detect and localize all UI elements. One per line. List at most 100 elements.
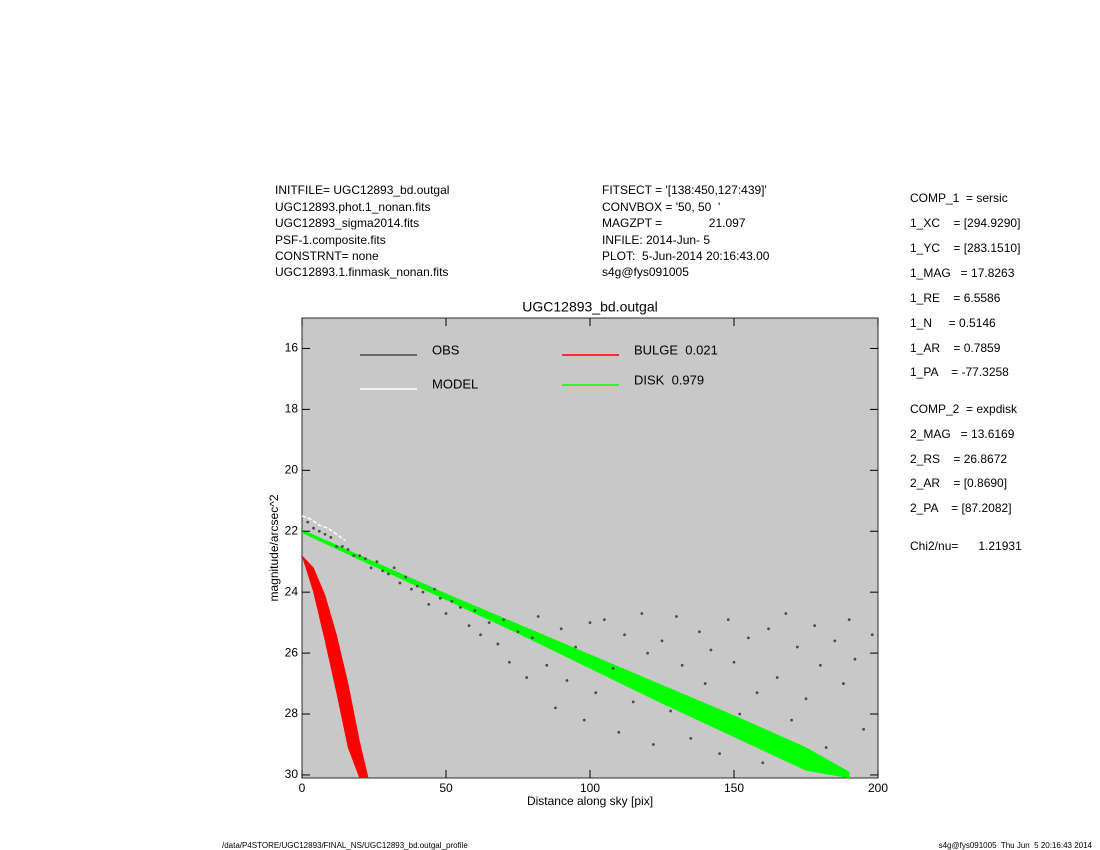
obs-point (813, 624, 817, 628)
plot-area (301, 317, 879, 779)
obs-point (651, 743, 655, 746)
obs-point (582, 718, 586, 722)
obs-point (646, 651, 649, 655)
legend-label: DISK 0.979 (634, 372, 704, 387)
obs-point (738, 712, 742, 716)
obs-point (755, 691, 759, 695)
obs-point (732, 660, 736, 664)
obs-point (410, 587, 413, 591)
fit-parameter: 1_N = 0.5146 (910, 316, 996, 330)
obs-point (565, 679, 569, 682)
model-line (302, 515, 346, 541)
obs-point (611, 666, 615, 670)
info-left: UGC12893.phot.1_nonan.fits (275, 200, 430, 214)
obs-point (588, 621, 592, 625)
obs-point (545, 663, 549, 667)
obs-point (853, 657, 857, 661)
obs-point (669, 709, 673, 713)
obs-point (559, 627, 563, 631)
obs-point (525, 676, 529, 679)
info-middle: MAGZPT = 21.097 (602, 216, 746, 230)
obs-point (363, 557, 367, 561)
fit-parameter: Chi2/nu= 1.21931 (910, 539, 1022, 553)
obs-point (689, 736, 693, 740)
obs-point (747, 636, 750, 640)
obs-point (323, 532, 327, 536)
obs-point (824, 746, 828, 749)
obs-point (387, 572, 390, 576)
obs-point (312, 526, 315, 530)
fit-parameter: 2_RS = 26.8672 (910, 452, 1007, 466)
y-tick-label: 28 (285, 706, 299, 720)
obs-point (795, 645, 799, 649)
obs-point (340, 545, 344, 548)
info-left: INITFILE= UGC12893_bd.outgal (275, 183, 449, 197)
model-band (302, 555, 369, 778)
info-left: UGC12893.1.finmask_nonan.fits (275, 265, 448, 279)
fit-parameter: 1_MAG = 17.8263 (910, 266, 1015, 280)
obs-point (862, 727, 865, 731)
fit-parameter: 1_YC = [283.1510] (910, 241, 1020, 255)
info-middle: CONVBOX = '50, 50 ' (602, 200, 720, 214)
obs-point (375, 560, 379, 564)
y-tick-label: 30 (285, 767, 299, 781)
y-tick-label: 26 (285, 645, 299, 659)
obs-point (784, 612, 788, 615)
fit-parameter: COMP_2 = expdisk (910, 402, 1018, 416)
obs-point (459, 606, 462, 609)
fit-parameter: COMP_1 = sersic (910, 191, 1008, 205)
fit-parameter: 1_AR = 0.7859 (910, 341, 1001, 355)
obs-point (346, 548, 350, 551)
obs-point (335, 545, 338, 548)
obs-point (842, 682, 845, 685)
obs-point (574, 645, 577, 649)
obs-point (507, 660, 511, 664)
obs-point (718, 752, 721, 756)
plot-marks (302, 515, 874, 778)
obs-point (703, 682, 707, 685)
fit-parameter: 1_XC = [294.9290] (910, 216, 1020, 230)
y-tick-label: 22 (285, 523, 299, 537)
y-tick-label: 20 (285, 462, 299, 476)
x-axis-label: Distance along sky [pix] (527, 794, 653, 808)
y-tick-label: 16 (285, 341, 299, 355)
info-left: PSF-1.composite.fits (275, 233, 386, 247)
obs-point (473, 609, 477, 612)
fit-parameter: 2_AR = [0.8690] (910, 476, 1007, 490)
info-middle: INFILE: 2014-Jun- 5 (602, 233, 710, 247)
obs-point (617, 730, 621, 734)
legend-label: OBS (432, 342, 460, 357)
obs-point (404, 575, 408, 579)
obs-point (640, 612, 644, 615)
obs-point (594, 691, 598, 695)
info-middle: s4g@fys091005 (602, 265, 689, 279)
obs-point (479, 633, 482, 637)
obs-point (847, 618, 851, 621)
x-tick-label: 150 (724, 781, 744, 795)
obs-point (675, 615, 678, 618)
obs-point (306, 520, 310, 524)
obs-point (631, 700, 635, 704)
obs-point (415, 584, 419, 588)
obs-point (502, 618, 505, 621)
obs-point (623, 633, 626, 637)
obs-point (450, 599, 454, 603)
fit-parameter: 1_PA = -77.3258 (910, 365, 1009, 379)
obs-point (421, 590, 425, 594)
fit-parameter: 1_RE = 6.5586 (910, 291, 1001, 305)
obs-point (775, 676, 779, 679)
obs-point (358, 554, 361, 558)
obs-point (790, 718, 793, 722)
obs-point (427, 602, 431, 606)
obs-point (467, 624, 471, 628)
obs-point (819, 663, 822, 667)
info-middle: PLOT: 5-Jun-2014 20:16:43.00 (602, 249, 770, 263)
x-tick-label: 100 (580, 781, 600, 795)
y-tick-label: 18 (285, 402, 299, 416)
obs-point (603, 618, 606, 621)
x-tick-label: 50 (439, 781, 453, 795)
info-left: UGC12893_sigma2014.fits (275, 216, 419, 230)
obs-point (554, 706, 557, 710)
x-tick-label: 0 (299, 781, 306, 795)
